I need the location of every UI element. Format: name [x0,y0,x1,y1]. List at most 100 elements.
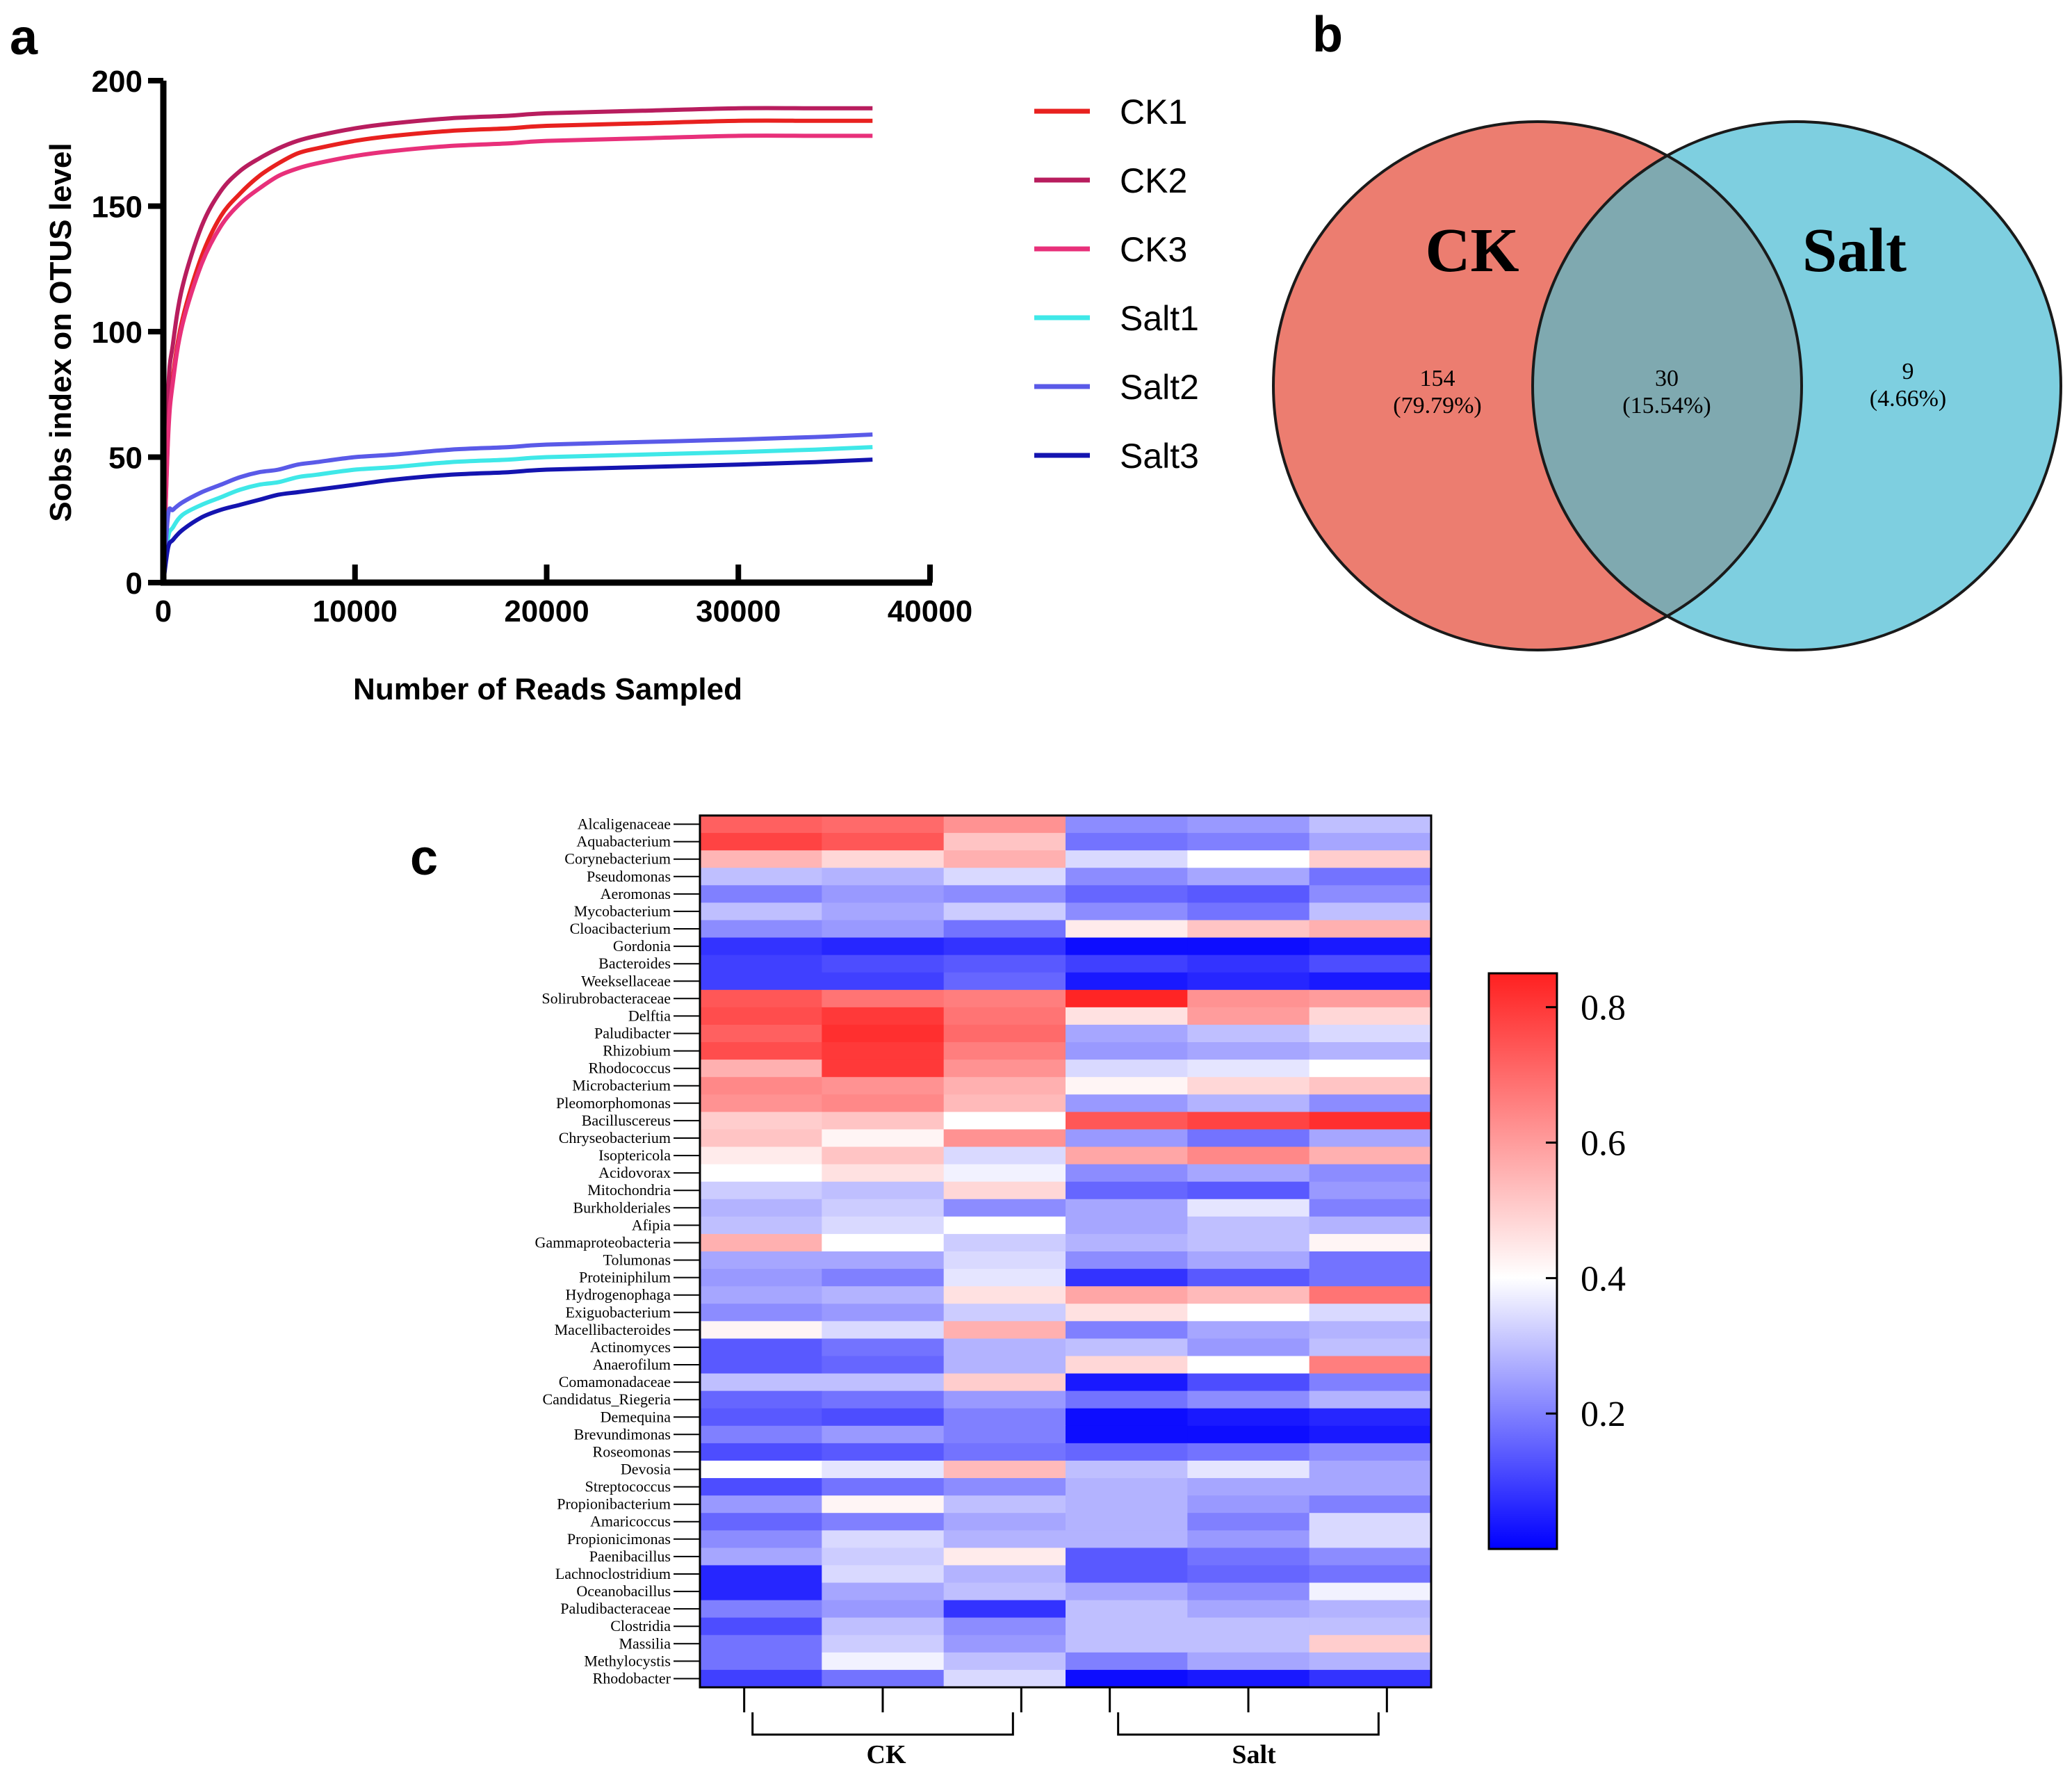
heatmap-cell [1309,1425,1432,1444]
y-tick-label: 200 [92,65,142,99]
heatmap-cell [1187,1390,1310,1409]
heatmap-cell [943,1321,1066,1339]
heatmap-cell [822,1042,945,1060]
heatmap-cell [943,955,1066,973]
heatmap-cell [700,1338,822,1357]
heatmap-cell [1309,1565,1432,1584]
heatmap-cell [1187,1669,1310,1688]
heatmap-cell [700,972,822,991]
series-line-ck2 [161,106,873,583]
heatmap-cell [1309,1373,1432,1392]
heatmap-cell [1066,1548,1188,1566]
heatmap-cell [1066,1338,1188,1357]
heatmap-cell [1187,937,1310,956]
heatmap-cell [1309,1129,1432,1148]
heatmap-cell [943,833,1066,851]
heatmap-cell [943,1600,1066,1618]
heatmap-cell [943,1460,1066,1479]
heatmap-cell [1066,1321,1188,1339]
row-label: Microbacterium [572,1077,671,1094]
heatmap-cell [822,1652,945,1671]
heatmap-cell [822,1338,945,1357]
heatmap-cell [1066,1199,1188,1217]
row-label: Anaerofilum [593,1356,671,1373]
heatmap-cell [943,1181,1066,1200]
row-label: Solirubrobacteraceae [541,989,671,1007]
legend-label-salt2: Salt2 [1120,368,1199,407]
heatmap-cell [1187,920,1310,939]
row-label: Oceanobacillus [576,1582,671,1600]
heatmap-cell [1187,1373,1310,1392]
heatmap-cell [822,1478,945,1496]
heatmap-cell [1187,1321,1310,1339]
heatmap-cell [822,1181,945,1200]
heatmap-cell [1309,1060,1432,1078]
heatmap-cell [1309,1495,1432,1514]
heatmap-cell [700,1408,822,1427]
heatmap-cell [822,1669,945,1688]
heatmap-cell [1187,1146,1310,1165]
heatmap-cell [1309,850,1432,868]
row-label: Clostridia [610,1617,671,1634]
heatmap-cell [1309,1164,1432,1183]
heatmap-cell [822,1077,945,1095]
heatmap-cell [822,1094,945,1112]
venn-diagram: CK Salt 154 (79.79%) 30 (15.54%) 9 (4.66… [1272,120,2062,651]
heatmap-cell [943,1094,1066,1112]
heatmap-cell [700,1565,822,1584]
heatmap-cell [1187,1007,1310,1025]
heatmap-cell [1309,1443,1432,1461]
row-label: Propionicimonas [567,1530,671,1548]
heatmap-cell [1066,1181,1188,1200]
heatmap-cell [700,1286,822,1304]
row-label: Chryseobacterium [559,1129,671,1146]
heatmap-cell [822,1286,945,1304]
heatmap-cell [822,989,945,1008]
heatmap-cell [822,1251,945,1269]
heatmap-cell [822,1112,945,1130]
row-label: Weeksellaceae [581,972,671,989]
heatmap-cell [943,1233,1066,1252]
heatmap-cell [1187,902,1310,921]
heatmap-cell [700,1216,822,1235]
heatmap-cell [700,1390,822,1409]
heatmap-cell [943,1024,1066,1043]
row-label: Rhodobacter [593,1670,671,1687]
row-label: Mycobacterium [574,902,671,920]
row-label: Massilia [619,1634,671,1652]
heatmap-cell [1309,1146,1432,1165]
panel-label-a: a [10,10,38,65]
row-label: Rhodococcus [588,1060,671,1077]
heatmap-cell [943,989,1066,1008]
row-label: Roseomonas [593,1443,671,1460]
heatmap-cell [700,1112,822,1130]
heatmap-cell [1187,1286,1310,1304]
heatmap-cell [943,902,1066,921]
heatmap-cell [1066,1129,1188,1148]
heatmap-cell [943,1146,1066,1165]
heatmap-cell [1187,1513,1310,1531]
y-tick-label: 50 [108,441,142,476]
heatmap-cell [943,1565,1066,1584]
heatmap-cell [700,1460,822,1479]
legend: CK1 CK2 CK3 Salt1 Salt2 Salt3 [1034,92,1199,476]
heatmap-cell [822,1530,945,1548]
heatmap-cell [1309,1634,1432,1653]
heatmap-cell [1066,1582,1188,1601]
heatmap-cell [1066,1094,1188,1112]
series-lines [161,106,873,583]
heatmap-cell [1187,833,1310,851]
heatmap-cell [943,1617,1066,1636]
heatmap-cell [700,850,822,868]
heatmap-cell [822,1199,945,1217]
row-label: Proteiniphilum [579,1269,671,1286]
heatmap-cell [943,1425,1066,1444]
heatmap-cell [1309,1600,1432,1618]
heatmap-cell [1066,885,1188,903]
heatmap-cell [822,1146,945,1165]
heatmap-cell [822,1060,945,1078]
heatmap-cell [1066,1390,1188,1409]
heatmap-cell [1309,972,1432,991]
row-label: Gordonia [613,937,671,955]
heatmap-cell [1187,972,1310,991]
